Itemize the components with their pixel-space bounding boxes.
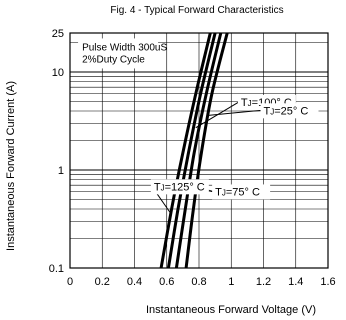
x-tick-label: 1.6	[320, 276, 335, 288]
x-tick-label: 0.4	[127, 276, 142, 288]
curve-label-background	[150, 179, 209, 195]
curve-label-leader	[207, 109, 262, 116]
x-tick-label: 0.6	[159, 276, 174, 288]
y-tick-label: 0.1	[49, 263, 64, 275]
note-line: 2%Duty Cycle	[82, 54, 145, 65]
note-line: Pulse Width 300uS	[82, 42, 167, 53]
plot-frame	[69, 32, 329, 269]
note-background	[78, 38, 159, 69]
series-curves	[159, 32, 229, 269]
axis-ticks: 0 0.2 0.4 0.6 0.8 1 1.2 1.4 1.6 0.1 1 10 25	[49, 28, 336, 288]
x-tick-label: 0.8	[191, 276, 206, 288]
curve-label: TJ=25° C	[264, 105, 309, 117]
y-axis-label: Instantaneous Forward Current (A)	[5, 81, 17, 251]
y-tick-label: 10	[52, 67, 64, 79]
curve-label-background	[260, 103, 319, 119]
series-line-0	[159, 32, 212, 269]
x-tick-label: 0	[67, 276, 73, 288]
x-axis-label: Instantaneous Forward Voltage (V)	[146, 304, 316, 316]
curve-label: TJ=125° C	[154, 181, 205, 193]
series-line-1	[166, 32, 217, 269]
chart-title: Fig. 4 - Typical Forward Characteristics	[110, 5, 283, 16]
x-tick-label: 1.4	[288, 276, 303, 288]
x-tick-label: 1.2	[256, 276, 271, 288]
y-tick-label: 25	[52, 28, 64, 40]
x-tick-label: 0.2	[95, 276, 110, 288]
curve-labels: TJ=100° CTJ=25° CTJ=125° C TJ=75° C	[150, 94, 319, 200]
x-tick-label: 1	[228, 276, 234, 288]
series-line-2	[174, 32, 223, 269]
series-line-3	[184, 32, 229, 269]
y-tick-label: 1	[58, 165, 64, 177]
curve-label: TJ=75° C	[215, 186, 260, 198]
curve-label-background	[212, 184, 271, 200]
